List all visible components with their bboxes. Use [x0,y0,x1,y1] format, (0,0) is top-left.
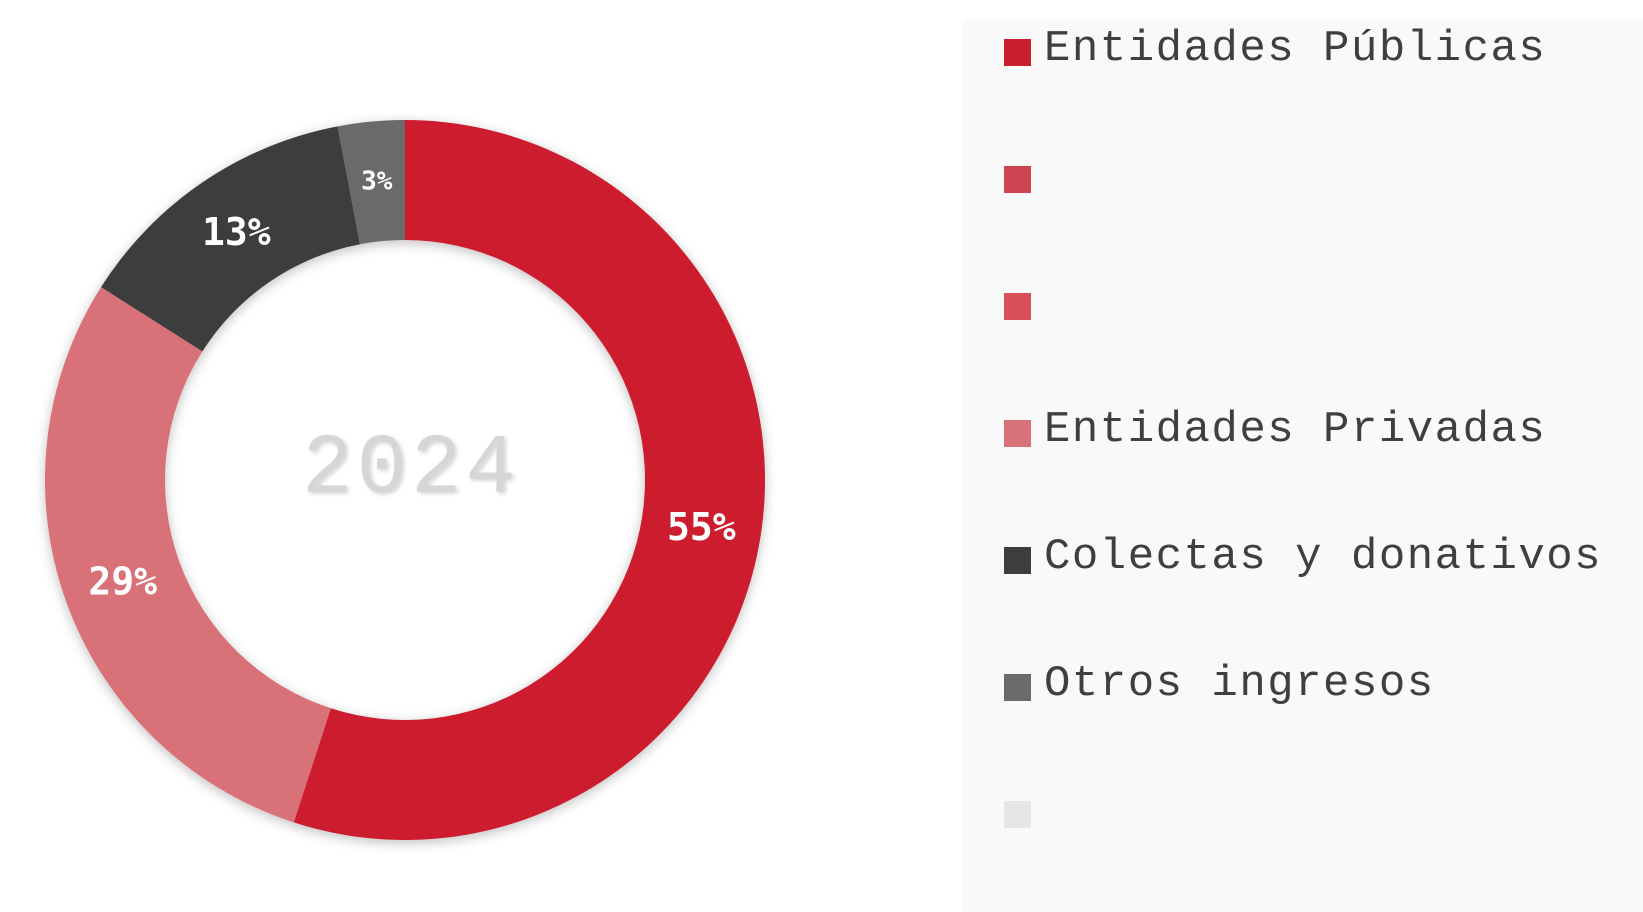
donut-slices [44,120,765,841]
legend-label: Otros ingresos [1044,659,1435,709]
legend: Entidades Públicas Entidades Privadas Cole… [962,20,1643,912]
legend-item [1004,147,1624,193]
legend-label: Entidades Públicas [1044,24,1547,74]
legend-swatch [1004,801,1031,828]
legend-item [1004,782,1624,828]
slice-value-label: 29% [88,560,157,604]
legend-label: Entidades Privadas [1044,405,1547,455]
legend-swatch [1004,166,1031,193]
legend-swatch [1004,293,1031,320]
legend-item: Entidades Públicas [1004,20,1624,78]
slice-value-label: 13% [202,210,271,254]
legend-item [1004,274,1624,320]
legend-item: Entidades Privadas [1004,401,1624,459]
slice-labels: 55% 29% 13% 3% [88,166,735,603]
donut-chart: 55% 29% 13% 3% 2024 [44,120,765,841]
center-year-label: 2024 [302,423,520,518]
slice-otros-ingresos [337,120,405,245]
legend-label: Colectas y donativos [1044,532,1603,582]
slice-value-label: 3% [361,166,393,196]
slice-entidades-privadas [44,287,331,823]
legend-swatch [1004,547,1031,574]
slice-value-label: 55% [667,505,736,549]
slice-entidades-públicas [293,120,765,841]
slice-colectas-y-donativos [101,126,361,352]
legend-swatch [1004,39,1031,66]
legend-item: Colectas y donativos [1004,528,1624,586]
legend-item: Otros ingresos [1004,655,1624,713]
legend-swatch [1004,420,1031,447]
legend-swatch [1004,674,1031,701]
